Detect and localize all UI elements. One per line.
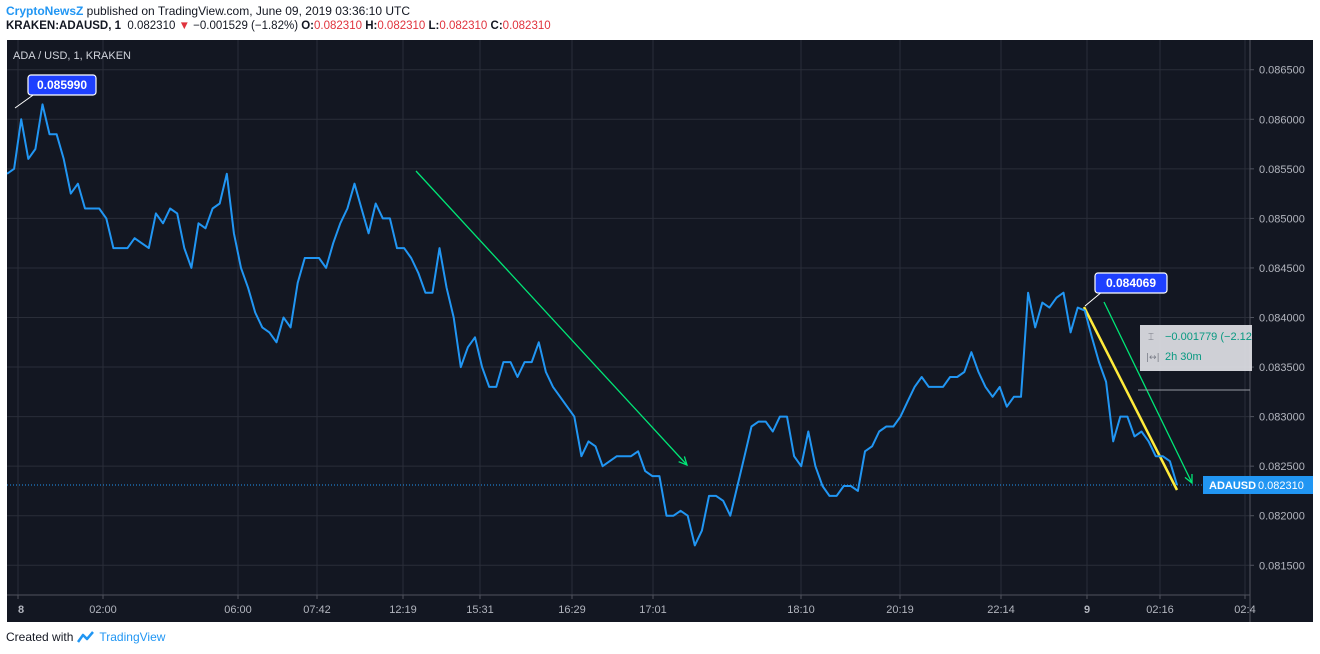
x-tick-label: 8 xyxy=(18,604,24,616)
y-tick-label: 0.082000 xyxy=(1259,511,1305,523)
x-tick-label: 02:00 xyxy=(89,604,117,616)
y-tick-label: 0.086500 xyxy=(1259,65,1305,77)
price-chart[interactable]: 0.086500 0.086000 0.085500 0.085000 0.084500… xyxy=(7,40,1313,622)
time-axis[interactable]: 8 02:00 06:00 07:42 12:19 15:31 16:29 17:01 18:1… xyxy=(17,595,1256,616)
tradingview-link[interactable]: TradingView xyxy=(99,630,166,644)
last-price: 0.082310 xyxy=(127,20,176,32)
trend-arrow-1[interactable] xyxy=(415,170,688,466)
mid-price-label-box[interactable] xyxy=(1094,272,1168,294)
x-tick-label: 07:42 xyxy=(303,604,331,616)
y-tick-label: 0.085000 xyxy=(1259,213,1305,225)
measure-box[interactable] xyxy=(1140,325,1252,371)
open-label: O: xyxy=(301,20,315,32)
x-tick-label: 02:4 xyxy=(1234,604,1255,616)
price-axis[interactable]: 0.086500 0.086000 0.085500 0.085000 0.084500… xyxy=(1250,65,1305,573)
chart-background xyxy=(7,40,1313,622)
low-label: L: xyxy=(428,20,440,32)
x-tick-label: 15:31 xyxy=(466,604,494,616)
open-value: 0.082310 xyxy=(314,20,362,32)
measure-change-text: −0.001779 (−2.12 xyxy=(1165,331,1252,343)
y-tick-label: 0.083500 xyxy=(1259,362,1305,374)
y-tick-label: 0.084500 xyxy=(1259,263,1305,275)
y-tick-label: 0.086000 xyxy=(1259,114,1305,126)
ohlc-line: KRAKEN:ADAUSD, 1 0.082310 ▼ −0.001529 (−… xyxy=(6,20,551,32)
publisher-name[interactable]: CryptoNewsZ xyxy=(6,4,84,18)
y-tick-label: 0.083000 xyxy=(1259,412,1305,424)
x-tick-label: 16:29 xyxy=(558,604,586,616)
drawings[interactable] xyxy=(415,170,1193,491)
close-label: C: xyxy=(490,20,503,32)
arrow-head xyxy=(1184,473,1193,485)
y-tick-label: 0.085500 xyxy=(1259,164,1305,176)
grid xyxy=(7,40,1250,595)
high-price-label-text: 0.085990 xyxy=(37,78,87,92)
trend-arrow-2[interactable] xyxy=(1103,301,1193,484)
measure-time-text: 2h 30m xyxy=(1165,351,1202,363)
trend-highlight-line[interactable] xyxy=(1082,306,1179,491)
x-tick-label: 06:00 xyxy=(224,604,252,616)
price-line[interactable] xyxy=(7,103,1178,547)
price-range-icon: ⌶ xyxy=(1148,332,1154,343)
published-text: published on TradingView.com, June 09, 2… xyxy=(83,4,411,18)
x-tick-label: 20:19 xyxy=(886,604,914,616)
last-price-tag-symbol: ADAUSD xyxy=(1209,480,1256,492)
footer: Created with TradingView xyxy=(6,630,165,644)
tradingview-logo-icon xyxy=(77,631,95,643)
x-tick-label: 9 xyxy=(1084,604,1090,616)
down-arrow-icon: ▼ xyxy=(178,20,190,32)
price-change: −0.001529 (−1.82%) xyxy=(193,20,299,32)
x-tick-label: 12:19 xyxy=(389,604,417,616)
chart-title: ADA / USD, 1, KRAKEN xyxy=(13,50,131,62)
annotations[interactable]: 0.085990 0.084069 −0.001779 (−2.12 2h 30m ⌶ |… xyxy=(14,74,1313,494)
x-tick-label: 18:10 xyxy=(787,604,815,616)
publish-info: CryptoNewsZ published on TradingView.com… xyxy=(6,4,410,18)
mid-price-label-text: 0.084069 xyxy=(1106,276,1156,290)
x-tick-label: 22:14 xyxy=(987,604,1015,616)
high-price-label-box[interactable] xyxy=(27,74,97,96)
time-range-icon: |↔| xyxy=(1146,353,1160,363)
created-with-text: Created with xyxy=(6,630,74,644)
symbol-label: KRAKEN:ADAUSD, 1 xyxy=(6,20,122,32)
high-label: H: xyxy=(365,20,378,32)
x-tick-label: 02:16 xyxy=(1146,604,1174,616)
last-price-tag[interactable] xyxy=(1203,475,1313,494)
high-value: 0.082310 xyxy=(377,20,426,32)
low-value: 0.082310 xyxy=(439,20,488,32)
y-tick-label: 0.082500 xyxy=(1259,461,1305,473)
y-tick-label: 0.084000 xyxy=(1259,313,1305,325)
y-tick-label: 0.081500 xyxy=(1259,560,1305,572)
last-price-tag-value: 0.082310 xyxy=(1258,480,1304,492)
close-value: 0.082310 xyxy=(502,20,551,32)
arrow-head xyxy=(678,456,689,467)
x-tick-label: 17:01 xyxy=(639,604,667,616)
